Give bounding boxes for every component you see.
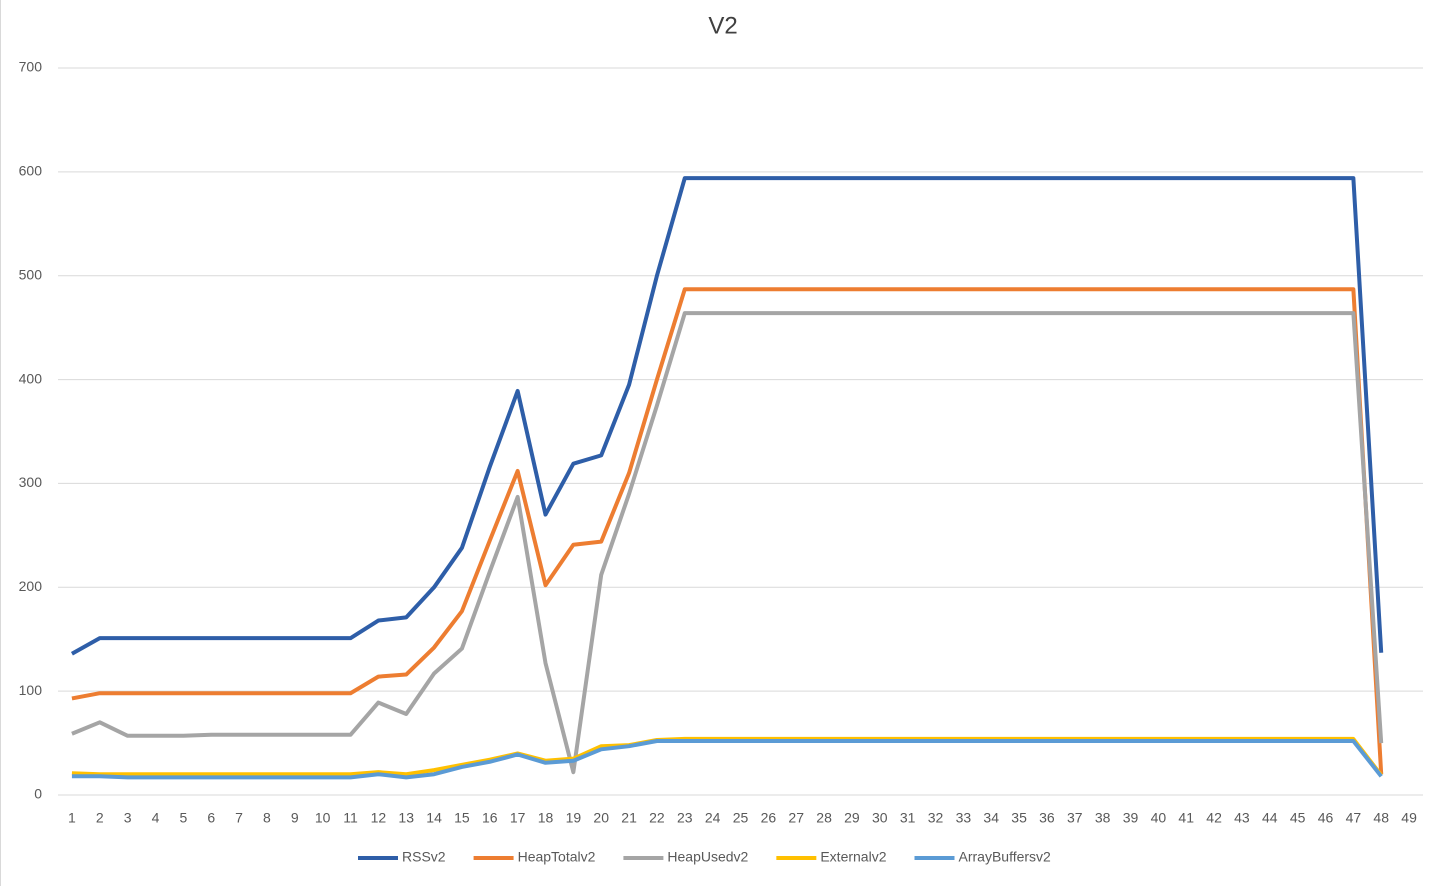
x-tick-label: 17 [510, 810, 526, 826]
x-tick-label: 41 [1178, 810, 1194, 826]
x-tick-label: 40 [1151, 810, 1167, 826]
x-tick-label: 48 [1373, 810, 1389, 826]
x-tick-label: 31 [900, 810, 916, 826]
y-tick-label: 100 [19, 682, 43, 698]
x-tick-label: 10 [315, 810, 331, 826]
y-tick-label: 700 [19, 59, 43, 75]
x-tick-label: 21 [621, 810, 637, 826]
legend-label: RSSv2 [402, 849, 446, 865]
x-tick-label: 3 [124, 810, 132, 826]
x-tick-label: 36 [1039, 810, 1055, 826]
x-tick-label: 12 [371, 810, 387, 826]
legend-label: HeapUsedv2 [667, 849, 748, 865]
series-line [71, 738, 1383, 780]
x-tick-label: 14 [426, 810, 442, 826]
x-tick-label: 20 [593, 810, 609, 826]
y-tick-label: 600 [19, 163, 43, 179]
legend-label: Externalv2 [820, 849, 886, 865]
y-tick-label: 0 [34, 786, 42, 802]
x-tick-label: 7 [235, 810, 243, 826]
x-tick-label: 15 [454, 810, 470, 826]
x-tick-label: 13 [398, 810, 414, 826]
x-tick-label: 11 [343, 810, 358, 826]
x-tick-label: 28 [816, 810, 832, 826]
x-tick-label: 37 [1067, 810, 1083, 826]
x-tick-label: 35 [1011, 810, 1027, 826]
x-tick-label: 2 [96, 810, 104, 826]
x-tick-label: 30 [872, 810, 888, 826]
y-tick-label: 400 [19, 370, 43, 386]
series-line [71, 311, 1384, 775]
chart-title: V2 [708, 12, 737, 39]
y-tick-label: 300 [19, 474, 43, 490]
x-tick-label: 24 [705, 810, 721, 826]
series-line [70, 176, 1384, 656]
x-tick-label: 34 [983, 810, 999, 826]
series-line [71, 736, 1383, 777]
x-tick-label: 27 [788, 810, 804, 826]
x-tick-label: 19 [566, 810, 582, 826]
x-tick-label: 8 [263, 810, 271, 826]
x-tick-label: 39 [1123, 810, 1139, 826]
x-tick-label: 43 [1234, 810, 1250, 826]
x-tick-label: 45 [1290, 810, 1306, 826]
x-tick-label: 47 [1346, 810, 1362, 826]
x-tick-label: 49 [1401, 810, 1417, 826]
x-tick-label: 16 [482, 810, 498, 826]
x-tick-label: 32 [928, 810, 944, 826]
x-tick-label: 9 [291, 810, 299, 826]
x-tick-label: 4 [152, 810, 160, 826]
x-tick-label: 46 [1318, 810, 1334, 826]
x-tick-label: 5 [179, 810, 187, 826]
x-tick-label: 18 [538, 810, 554, 826]
legend-label: HeapTotalv2 [518, 849, 596, 865]
legend-label: ArrayBuffersv2 [959, 849, 1052, 865]
x-tick-label: 6 [207, 810, 215, 826]
series-line [71, 287, 1384, 775]
y-tick-label: 500 [19, 266, 43, 282]
x-tick-label: 1 [68, 810, 76, 826]
x-tick-label: 42 [1206, 810, 1222, 826]
y-tick-label: 200 [19, 578, 43, 594]
x-tick-label: 22 [649, 810, 665, 826]
x-tick-label: 38 [1095, 810, 1111, 826]
x-tick-label: 29 [844, 810, 860, 826]
x-tick-label: 44 [1262, 810, 1278, 826]
x-tick-label: 25 [733, 810, 749, 826]
x-tick-label: 33 [956, 810, 972, 826]
x-tick-label: 23 [677, 810, 693, 826]
x-tick-label: 26 [761, 810, 777, 826]
